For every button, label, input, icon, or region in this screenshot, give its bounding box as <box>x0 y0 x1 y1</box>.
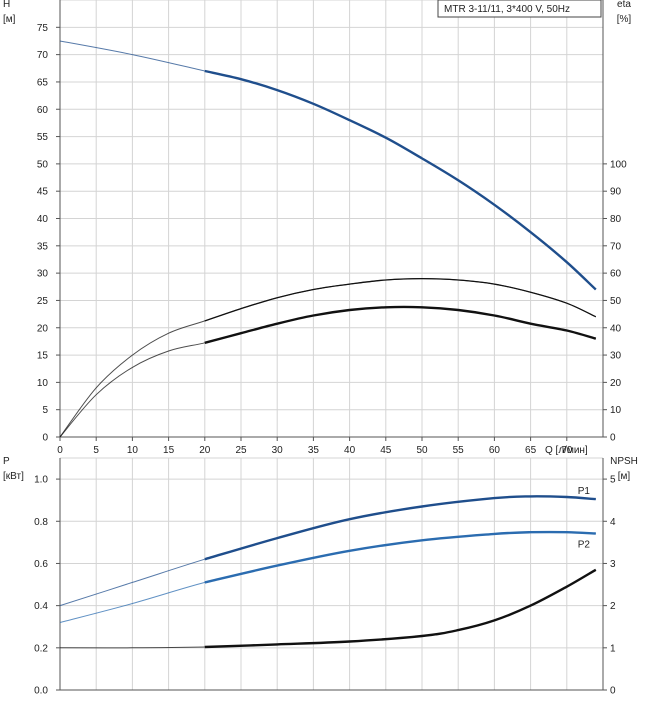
x-tick-label: 0 <box>57 445 63 456</box>
series-label-p2: P2 <box>578 540 591 551</box>
y-right-tick-label: 100 <box>610 159 627 170</box>
y-left-tick-label: 55 <box>37 132 49 143</box>
y-left-tick-label: 10 <box>37 378 49 389</box>
y-right-tick-label: 1 <box>610 643 616 654</box>
y-left-tick-label: 0.0 <box>34 686 48 697</box>
x-tick-label: 35 <box>308 445 320 456</box>
chart-title: MTR 3-11/11, 3*400 V, 50Hz <box>444 4 570 15</box>
x-tick-label: 60 <box>489 445 501 456</box>
series-line-1-2 <box>204 568 597 649</box>
y-left-tick-label: 0.6 <box>34 559 48 570</box>
x-tick-label: 25 <box>235 445 247 456</box>
y-left-tick-label: 20 <box>37 323 49 334</box>
x-tick-label: 10 <box>127 445 139 456</box>
y-right-tick-label: 20 <box>610 378 622 389</box>
series-line-1-1 <box>204 530 596 584</box>
title-box: MTR 3-11/11, 3*400 V, 50Hz <box>437 0 602 18</box>
y-left-tick-label: 0.2 <box>34 643 48 654</box>
y-right-tick-label: 0 <box>610 686 616 697</box>
y-left-tick-label: 65 <box>37 77 49 88</box>
series-label-p1: P1 <box>578 486 591 497</box>
y-right-tick-label: 90 <box>610 187 622 198</box>
y-right-tick-label: 80 <box>610 214 622 225</box>
x-tick-label: 40 <box>344 445 356 456</box>
y-left-tick-label: 70 <box>37 50 49 61</box>
y-right-tick-label: 50 <box>610 296 622 307</box>
y-right-tick-label: 70 <box>610 241 622 252</box>
x-tick-label: 65 <box>525 445 537 456</box>
x-tick-label: 20 <box>199 445 211 456</box>
x-tick-label: 30 <box>272 445 284 456</box>
x-tick-label: 15 <box>163 445 175 456</box>
y-left-tick-label: 25 <box>37 296 49 307</box>
y-right-tick-label: 3 <box>610 559 616 570</box>
series-line-0-0 <box>204 69 597 291</box>
x-axis-title: Q [л/мин] <box>545 445 588 456</box>
y-left-axis-unit: [кВт] <box>3 471 24 482</box>
y-right-axis-title: eta <box>617 0 631 10</box>
y-right-tick-label: 4 <box>610 517 616 528</box>
y-left-tick-label: 15 <box>37 351 49 362</box>
grid-group-0 <box>59 0 604 438</box>
y-right-tick-label: 40 <box>610 323 622 334</box>
y-left-tick-label: 30 <box>37 269 49 280</box>
y-right-axis-title: NPSH <box>610 456 638 467</box>
y-right-axis-unit: [%] <box>617 14 632 25</box>
series-line-0-2 <box>204 305 597 344</box>
x-tick-label: 5 <box>93 445 99 456</box>
y-right-tick-label: 10 <box>610 405 622 416</box>
x-tick-label: 70 <box>561 445 573 456</box>
y-left-tick-label: 45 <box>37 187 49 198</box>
y-right-tick-label: 0 <box>610 433 616 444</box>
y-left-tick-label: 50 <box>37 159 49 170</box>
y-left-tick-label: 0.4 <box>34 601 48 612</box>
y-left-axis-title: H <box>3 0 10 10</box>
y-left-axis-title: P <box>3 456 10 467</box>
x-tick-label: 50 <box>416 445 428 456</box>
y-right-tick-label: 5 <box>610 475 616 486</box>
y-left-tick-label: 1.0 <box>34 475 48 486</box>
y-left-axis-unit: [м] <box>3 14 16 25</box>
y-right-tick-label: 30 <box>610 351 622 362</box>
y-left-tick-label: 35 <box>37 241 49 252</box>
x-tick-label: 45 <box>380 445 392 456</box>
y-left-tick-label: 75 <box>37 23 49 34</box>
y-left-tick-label: 5 <box>42 405 48 416</box>
y-left-tick-label: 40 <box>37 214 49 225</box>
y-right-axis-unit: [м] <box>618 471 631 482</box>
y-left-tick-label: 0.8 <box>34 517 48 528</box>
y-left-tick-label: 60 <box>37 105 49 116</box>
series-line-0-1 <box>204 277 597 322</box>
y-right-tick-label: 60 <box>610 269 622 280</box>
series-line-1-0 <box>204 495 596 561</box>
y-left-tick-label: 0 <box>42 433 48 444</box>
x-tick-label: 55 <box>453 445 465 456</box>
y-right-tick-label: 2 <box>610 601 616 612</box>
title-box-frame <box>437 0 602 18</box>
